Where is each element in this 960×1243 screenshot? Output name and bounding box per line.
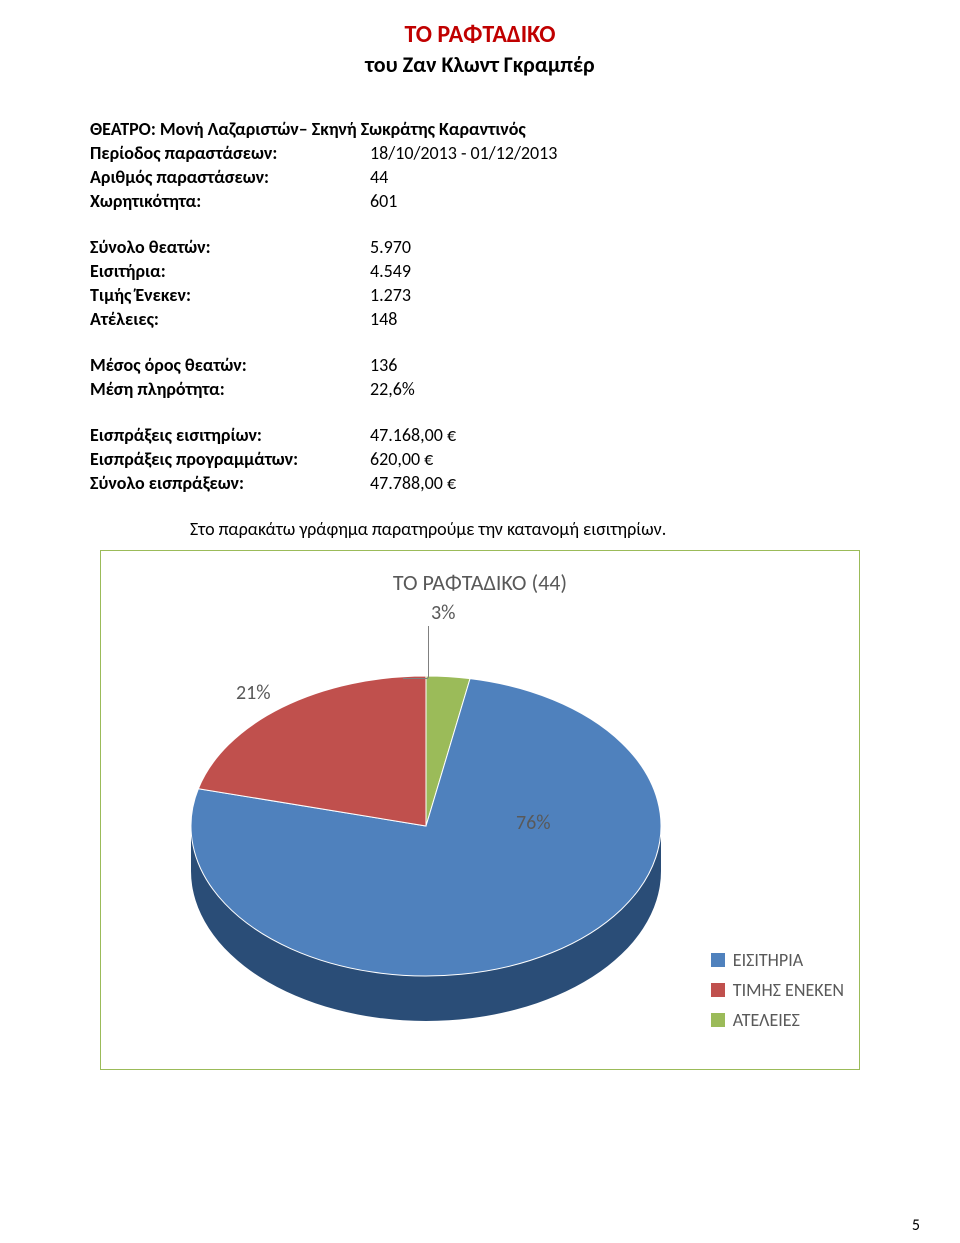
info-label: Εισιτήρια:	[90, 260, 370, 282]
info-value: 22,6%	[370, 378, 870, 400]
info-value: 4.549	[370, 260, 870, 282]
info-value: 601	[370, 190, 870, 212]
info-label: Ατέλειες:	[90, 308, 370, 330]
info-value: 5.970	[370, 236, 870, 258]
info-row: Τιμής Ένεκεν: 1.273	[90, 284, 870, 306]
info-value: 47.168,00 €	[370, 424, 870, 446]
info-label: Σύνολο θεατών:	[90, 236, 370, 258]
info-group-2: Σύνολο θεατών: 5.970 Εισιτήρια: 4.549 Τι…	[90, 236, 870, 330]
title-main: ΤΟ ΡΑΦΤΑΔΙΚΟ	[90, 20, 870, 49]
chart-legend: ΕΙΣΙΤΗΡΙΑ ΤΙΜΗΣ ΕΝΕΚΕΝ ΑΤΕΛΕΙΕΣ	[711, 949, 844, 1039]
chart-title: ΤΟ ΡΑΦΤΑΔΙΚΟ (44)	[101, 569, 859, 596]
leader-line	[403, 678, 428, 679]
leader-line	[428, 626, 429, 678]
legend-item: ΤΙΜΗΣ ΕΝΕΚΕΝ	[711, 979, 844, 1001]
pct-label-red: 21%	[236, 681, 271, 705]
info-row: Περίοδος παραστάσεων: 18/10/2013 - 01/12…	[90, 142, 870, 164]
info-row: Σύνολο θεατών: 5.970	[90, 236, 870, 258]
info-value: 44	[370, 166, 870, 188]
info-row: Σύνολο εισπράξεων: 47.788,00 €	[90, 472, 870, 494]
legend-label: ΤΙΜΗΣ ΕΝΕΚΕΝ	[733, 979, 844, 1001]
info-value: 18/10/2013 - 01/12/2013	[370, 142, 870, 164]
chart-caption: Στο παρακάτω γράφημα παρατηρούμε την κατ…	[190, 518, 870, 540]
pie-chart: ΤΟ ΡΑΦΤΑΔΙΚΟ (44) 3% 21% 76% ΕΙΣΙΤΗΡΙΑ Τ…	[100, 550, 860, 1070]
info-row: Αριθμός παραστάσεων: 44	[90, 166, 870, 188]
info-value: 1.273	[370, 284, 870, 306]
info-label: Σύνολο εισπράξεων:	[90, 472, 370, 494]
page-number: 5	[912, 1216, 920, 1235]
info-row: Εισπράξεις προγραμμάτων: 620,00 €	[90, 448, 870, 470]
info-label: Αριθμός παραστάσεων:	[90, 166, 370, 188]
theater-label: ΘΕΑΤΡΟ:	[90, 118, 156, 140]
info-label: Εισπράξεις προγραμμάτων:	[90, 448, 370, 470]
info-group-1: Περίοδος παραστάσεων: 18/10/2013 - 01/12…	[90, 142, 870, 212]
legend-swatch	[711, 953, 725, 967]
info-value: 148	[370, 308, 870, 330]
info-group-3: Μέσος όρος θεατών: 136 Μέση πληρότητα: 2…	[90, 354, 870, 400]
info-label: Εισπράξεις εισιτηρίων:	[90, 424, 370, 446]
info-row: Εισιτήρια: 4.549	[90, 260, 870, 282]
info-group-4: Εισπράξεις εισιτηρίων: 47.168,00 € Εισπρ…	[90, 424, 870, 494]
pct-label-green: 3%	[431, 601, 455, 625]
info-value: 47.788,00 €	[370, 472, 870, 494]
info-value: 620,00 €	[370, 448, 870, 470]
title-block: ΤΟ ΡΑΦΤΑΔΙΚΟ του Ζαν Κλωντ Γκραμπέρ	[90, 20, 870, 78]
info-label: Τιμής Ένεκεν:	[90, 284, 370, 306]
info-label: Μέση πληρότητα:	[90, 378, 370, 400]
legend-swatch	[711, 1013, 725, 1027]
theater-row: ΘΕΑΤΡΟ: Μονή Λαζαριστών– Σκηνή Σωκράτης …	[90, 118, 870, 140]
legend-item: ΑΤΕΛΕΙΕΣ	[711, 1009, 844, 1031]
info-row: Μέσος όρος θεατών: 136	[90, 354, 870, 376]
info-value: 136	[370, 354, 870, 376]
info-label: Μέσος όρος θεατών:	[90, 354, 370, 376]
legend-item: ΕΙΣΙΤΗΡΙΑ	[711, 949, 844, 971]
legend-label: ΕΙΣΙΤΗΡΙΑ	[733, 949, 803, 971]
info-label: Χωρητικότητα:	[90, 190, 370, 212]
legend-label: ΑΤΕΛΕΙΕΣ	[733, 1009, 800, 1031]
info-row: Ατέλειες: 148	[90, 308, 870, 330]
info-label: Περίοδος παραστάσεων:	[90, 142, 370, 164]
theater-value: Μονή Λαζαριστών– Σκηνή Σωκράτης Καραντιν…	[160, 118, 526, 140]
pct-label-blue: 76%	[516, 811, 551, 835]
info-row: Χωρητικότητα: 601	[90, 190, 870, 212]
info-row: Εισπράξεις εισιτηρίων: 47.168,00 €	[90, 424, 870, 446]
legend-swatch	[711, 983, 725, 997]
info-row: Μέση πληρότητα: 22,6%	[90, 378, 870, 400]
title-sub: του Ζαν Κλωντ Γκραμπέρ	[90, 51, 870, 78]
